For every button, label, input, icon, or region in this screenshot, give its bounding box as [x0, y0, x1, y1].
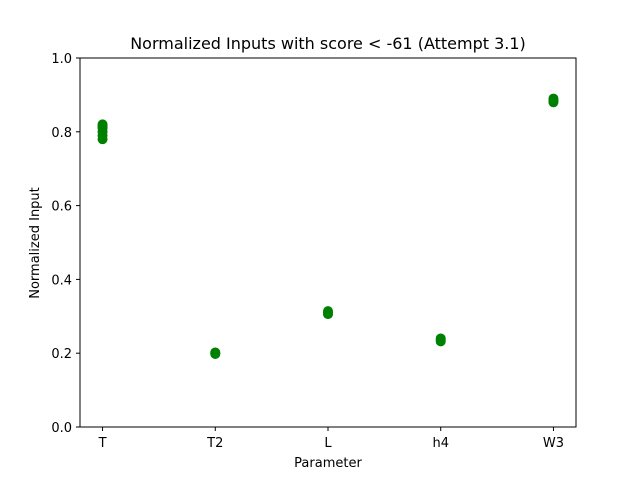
scatter-point: [435, 333, 446, 344]
y-tick-label: 0.6: [51, 200, 72, 215]
scatter-point: [548, 93, 559, 104]
y-axis-label: Normalized Input: [28, 187, 43, 299]
x-tick-label: W3: [543, 436, 564, 451]
chart-title: Normalized Inputs with score < -61 (Atte…: [130, 34, 526, 53]
y-tick-label: 1.0: [51, 52, 72, 67]
scatter-point: [323, 306, 333, 317]
y-tick-label: 0.4: [51, 273, 72, 288]
x-tick-label: T: [98, 436, 107, 451]
x-tick-label: T2: [206, 436, 223, 451]
scatter-point: [97, 119, 108, 130]
x-axis-label: Parameter: [294, 456, 362, 471]
scatter-point: [210, 347, 221, 358]
y-tick-label: 0.8: [51, 126, 72, 141]
x-tick-label: h4: [432, 436, 449, 451]
y-axis: 0.0 0.2 0.4 0.6 0.8 1.0: [51, 52, 80, 436]
y-tick-label: 0.0: [51, 421, 72, 436]
x-tick-label: L: [324, 436, 332, 451]
plot-background: [80, 58, 576, 427]
plot-area: [79, 57, 577, 428]
y-tick-label: 0.2: [51, 347, 72, 362]
scatter-points: [97, 93, 559, 359]
